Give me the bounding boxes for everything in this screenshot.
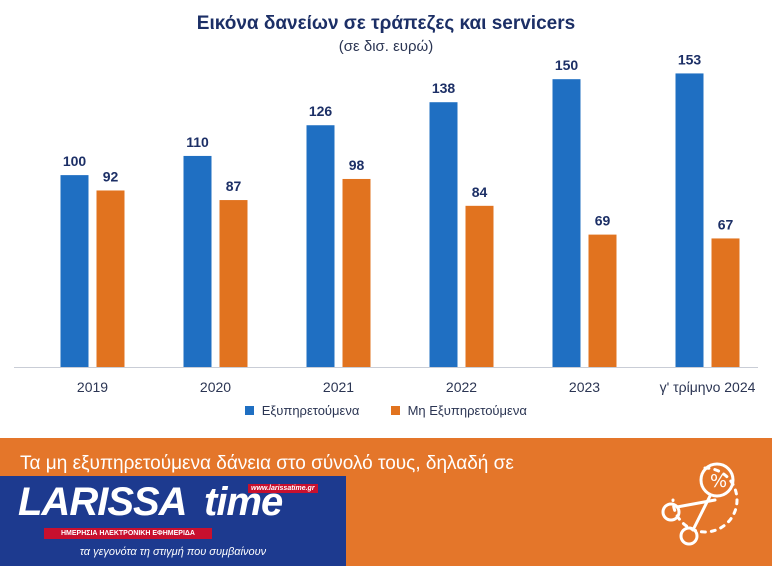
bar-nonperforming-4 xyxy=(588,234,617,367)
legend-item-nonperforming: Μη Εξυπηρετούμενα xyxy=(390,403,527,418)
chart-panel: Εικόνα δανείων σε τράπεζες και servicers… xyxy=(0,13,772,418)
data-label-performing-1: 110 xyxy=(186,134,209,150)
legend-swatch-nonperforming xyxy=(390,406,400,415)
bar-nonperforming-1 xyxy=(219,200,248,367)
logo-band: ΗΜΕΡΗΣΙΑ ΗΛΕΚΤΡΟΝΙΚΗ ΕΦΗΜΕΡΙΔΑ xyxy=(44,528,212,539)
bar-nonperforming-0 xyxy=(96,190,125,367)
logo-word-larissa: LARISSA xyxy=(18,480,188,524)
x-tick-label-5: γ' τρίμηνο 2024 xyxy=(660,379,756,395)
chart-title: Εικόνα δανείων σε τράπεζες και servicers xyxy=(196,13,576,34)
data-label-nonperforming-0: 92 xyxy=(103,168,119,184)
bar-nonperforming-2 xyxy=(342,178,371,367)
x-tick-label-2: 2021 xyxy=(323,379,354,395)
x-tick-label-3: 2022 xyxy=(446,379,477,395)
bar-nonperforming-3 xyxy=(465,205,494,367)
bar-performing-5 xyxy=(675,73,704,368)
data-label-nonperforming-3: 84 xyxy=(472,184,488,200)
data-label-performing-3: 138 xyxy=(432,80,456,96)
bar-performing-4 xyxy=(552,79,581,367)
logo-url: www.larissatime.gr xyxy=(248,484,318,493)
legend-swatch-performing xyxy=(245,406,255,415)
logo-tagline: τα γεγονότα τη στιγμή που συμβαίνουν xyxy=(79,546,267,558)
data-label-nonperforming-2: 98 xyxy=(349,157,365,173)
banner-line-1: Τα μη εξυπηρετούμενα δάνεια στο σύνολό τ… xyxy=(20,453,514,474)
discount-scissors-icon: % xyxy=(661,462,739,546)
data-label-nonperforming-1: 87 xyxy=(226,178,242,194)
bar-performing-1 xyxy=(183,155,212,367)
data-label-performing-0: 100 xyxy=(63,153,87,169)
bar-chart: 100 110 126 138 150 153 92 87 98 84 69 67 2019 2020 20… xyxy=(14,51,758,395)
larissatime-logo[interactable]: LARISSA time www.larissatime.gr ΗΜΕΡΗΣΙΑ… xyxy=(0,476,346,566)
x-tick-label-1: 2020 xyxy=(200,379,231,395)
logo-wordmark: LARISSA time www.larissatime.gr xyxy=(16,480,336,536)
bar-performing-3 xyxy=(429,102,458,368)
data-label-performing-4: 150 xyxy=(555,57,579,73)
chart-subtitle: (σε δισ. ευρώ) xyxy=(338,38,434,55)
data-label-nonperforming-5: 67 xyxy=(718,216,734,232)
x-tick-label-4: 2023 xyxy=(569,379,600,395)
data-label-nonperforming-4: 69 xyxy=(595,213,611,229)
chart-legend: Εξυπηρετούμενα Μη Εξυπηρετούμενα xyxy=(0,403,772,418)
legend-item-performing: Εξυπηρετούμενα xyxy=(245,403,359,418)
bar-performing-0 xyxy=(60,175,89,367)
bar-nonperforming-5 xyxy=(711,238,740,367)
bar-performing-2 xyxy=(306,125,335,367)
svg-text:%: % xyxy=(710,471,727,492)
x-tick-label-0: 2019 xyxy=(77,379,108,395)
data-label-performing-5: 153 xyxy=(678,51,702,67)
data-label-performing-2: 126 xyxy=(309,103,333,119)
legend-label-nonperforming: Μη Εξυπηρετούμενα xyxy=(407,403,527,418)
legend-label-performing: Εξυπηρετούμενα xyxy=(261,403,360,418)
